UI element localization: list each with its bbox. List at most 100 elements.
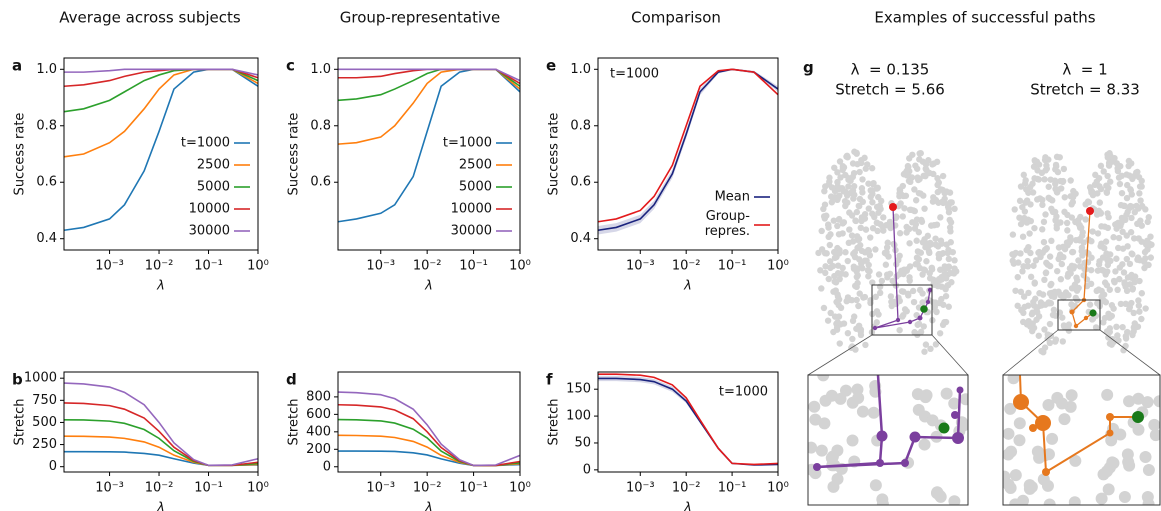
y-tick-label: 1.0: [310, 62, 331, 77]
brain-node: [1025, 289, 1032, 297]
brain-node: [934, 181, 941, 189]
x-tick-label: 10⁻²: [672, 259, 701, 274]
brain-node: [1138, 290, 1146, 297]
brain-node: [1123, 194, 1131, 202]
brain-node: [1141, 396, 1154, 409]
brain-node: [1040, 218, 1048, 226]
brain-node: [1036, 195, 1044, 202]
example-lambda: λ = 1: [1062, 61, 1107, 79]
brain-node: [1065, 389, 1078, 402]
brain-node: [850, 169, 858, 177]
brain-node: [1138, 238, 1145, 245]
brain-node: [875, 209, 882, 216]
brain-node: [903, 167, 910, 175]
brain-node: [827, 264, 834, 272]
brain-node: [923, 258, 930, 265]
brain-node: [872, 293, 879, 301]
brain-node: [943, 241, 950, 248]
brain-node: [842, 202, 849, 210]
brain-node: [830, 328, 837, 336]
brain-node: [836, 250, 843, 257]
brain-node: [855, 202, 862, 210]
brain-node: [899, 213, 906, 220]
brain-node: [1053, 163, 1060, 170]
brain-node: [815, 444, 828, 457]
brain-node: [1046, 320, 1054, 328]
brain-node: [1072, 294, 1080, 302]
series-line: [598, 373, 779, 466]
brain-node: [898, 267, 905, 275]
brain-node: [836, 158, 844, 165]
brain-node: [869, 190, 876, 198]
brain-node: [947, 219, 955, 226]
brain-node: [1059, 314, 1066, 321]
brain-node: [917, 249, 925, 256]
brain-node: [1095, 286, 1102, 293]
series-line: [63, 68, 259, 113]
brain-node: [1136, 183, 1144, 190]
brain-node: [846, 209, 853, 216]
brain-node: [862, 226, 870, 233]
brain-node: [831, 473, 844, 486]
brain-node: [1117, 163, 1124, 170]
brain-node: [1128, 203, 1136, 210]
brain-node: [905, 177, 913, 185]
brain-node: [818, 285, 825, 292]
brain-node: [906, 240, 913, 247]
y-axis-label: Stretch: [287, 399, 302, 446]
brain-node: [1096, 199, 1104, 206]
brain-node: [1098, 266, 1106, 274]
x-tick-label: 10⁻¹: [459, 259, 488, 274]
brain-node: [1138, 315, 1145, 323]
brain-node: [892, 213, 900, 220]
brain-node: [862, 341, 869, 349]
brain-node: [861, 154, 868, 162]
brain-node: [809, 413, 822, 426]
brain-node: [1130, 309, 1137, 317]
brain-node: [1131, 273, 1139, 280]
y-axis-label: Stretch: [13, 399, 28, 446]
brain-node: [882, 261, 890, 268]
path-example-right: [1002, 207, 1161, 376]
axes-frame: [597, 57, 779, 251]
brain-node: [1080, 239, 1087, 246]
brain-node: [1127, 229, 1135, 236]
brain-node: [935, 199, 942, 206]
legend-label: 10000: [451, 202, 492, 217]
brain-node: [1069, 454, 1082, 467]
brain-node: [1029, 327, 1036, 335]
brain-node: [902, 192, 910, 199]
brain-node: [832, 287, 839, 294]
brain-node: [928, 222, 935, 229]
brain-node: [1136, 308, 1143, 315]
series-line: [338, 450, 521, 467]
brain-node: [1116, 264, 1124, 271]
legend-label: Group- repres.: [704, 209, 750, 239]
brain-node: [1110, 234, 1117, 241]
brain-node: [1114, 167, 1122, 175]
brain-node: [1139, 202, 1146, 210]
x-tick-label: 10⁰: [509, 481, 531, 496]
brain-node: [885, 253, 892, 260]
brain-node: [906, 206, 914, 214]
brain-node: [855, 322, 863, 329]
brain-node: [1089, 316, 1096, 323]
brain-node: [936, 330, 944, 337]
brain-node: [865, 261, 872, 269]
y-axis-label: Success rate: [547, 113, 562, 196]
brain-node: [933, 308, 940, 315]
brain-dots: [815, 148, 1155, 356]
brain-node: [922, 172, 929, 180]
example-stretch: Stretch = 5.66: [835, 81, 945, 99]
x-tick-label: 10⁻²: [413, 259, 442, 274]
series-line: [337, 391, 521, 467]
brain-node: [1036, 302, 1044, 309]
brain-node: [945, 255, 953, 263]
brain-node: [900, 288, 907, 295]
brain-node: [1037, 473, 1050, 486]
brain-node: [1028, 311, 1036, 318]
brain-node: [840, 219, 848, 226]
brain-node: [855, 302, 862, 310]
brain-node: [853, 296, 860, 304]
